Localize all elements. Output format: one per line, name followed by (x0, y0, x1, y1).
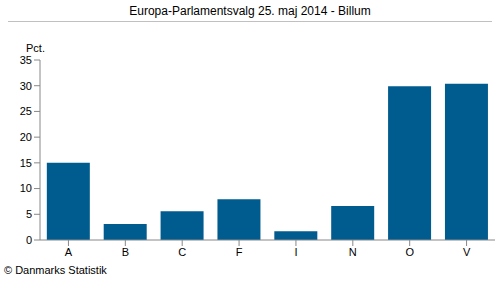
svg-text:C: C (178, 246, 186, 258)
svg-text:30: 30 (20, 80, 32, 92)
svg-text:0: 0 (26, 234, 32, 246)
svg-text:A: A (65, 246, 73, 258)
svg-text:15: 15 (20, 157, 32, 169)
svg-text:I: I (294, 246, 297, 258)
html-text:Pct.: Pct. (26, 42, 45, 54)
html-text:© Danmarks Statistik: © Danmarks Statistik (4, 264, 107, 276)
svg-text:B: B (122, 246, 129, 258)
svg-text:N: N (349, 246, 357, 258)
svg-text:25: 25 (20, 105, 32, 117)
svg-text:O: O (405, 246, 414, 258)
svg-text:20: 20 (20, 131, 32, 143)
svg-text:5: 5 (26, 208, 32, 220)
svg-text:10: 10 (20, 182, 32, 194)
svg-text:35: 35 (20, 54, 32, 66)
html-text:Europa-Parlamentsvalg 25. maj: Europa-Parlamentsvalg 25. maj 2014 - Bil… (129, 4, 371, 18)
svg-text:V: V (463, 246, 471, 258)
svg-text:F: F (236, 246, 243, 258)
